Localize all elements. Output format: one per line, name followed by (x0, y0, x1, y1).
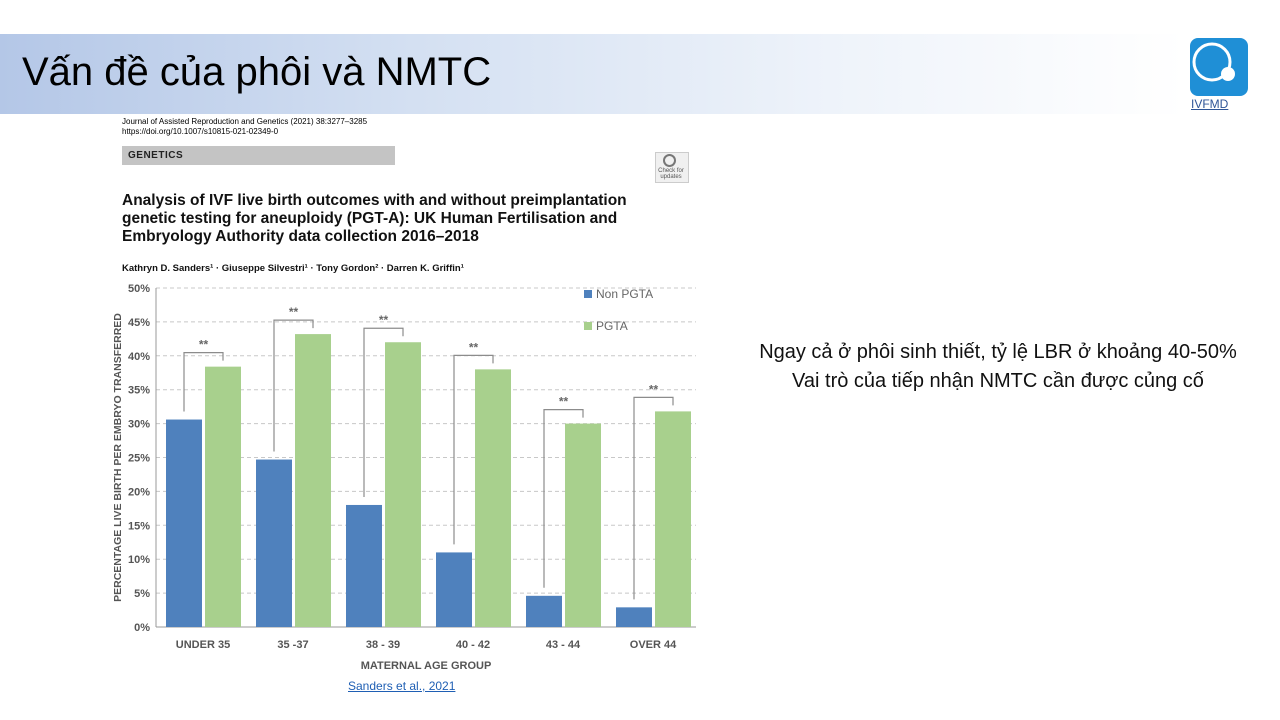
right-text-line-2: Vai trò của tiếp nhận NMTC cần được củng… (792, 370, 1204, 392)
bar-pgta (295, 334, 331, 627)
y-tick-label: 0% (134, 622, 150, 634)
ivfmd-logo (1190, 38, 1248, 96)
bar-pgta (385, 342, 421, 627)
section-label: GENETICS (128, 150, 184, 161)
right-text-line-1: Ngay cả ở phôi sinh thiết, tỷ lệ LBR ở k… (759, 341, 1237, 363)
y-axis-title: PERCENTAGE LIVE BIRTH PER EMBRYO TRANSFE… (112, 313, 124, 602)
bar-pgta (655, 411, 691, 627)
bar-pgta (565, 423, 601, 627)
bar-non-pgta (436, 552, 472, 627)
significance-bracket (543, 409, 584, 588)
bar-pgta (475, 369, 511, 627)
significance-label: ** (199, 338, 209, 352)
paper-authors: Kathryn D. Sanders¹ · Giuseppe Silvestri… (122, 263, 464, 274)
logo-text[interactable]: IVFMD (1191, 97, 1229, 111)
significance-bracket (453, 354, 494, 545)
x-axis-title: MATERNAL AGE GROUP (361, 660, 492, 672)
check-for-updates-label: Check for updates (658, 168, 684, 180)
right-text-block: Ngay cả ở phôi sinh thiết, tỷ lệ LBR ở k… (728, 338, 1268, 396)
title-bar (0, 34, 1185, 114)
legend-label: PGTA (596, 319, 628, 333)
check-for-updates-badge (655, 152, 689, 183)
x-tick-label: 43 - 44 (546, 639, 581, 651)
significance-bracket (273, 319, 314, 452)
x-tick-label: UNDER 35 (176, 639, 230, 651)
significance-bracket (633, 396, 674, 600)
y-tick-label: 30% (128, 419, 150, 431)
significance-label: ** (559, 395, 569, 409)
x-tick-label: 38 - 39 (366, 639, 400, 651)
paper-title: Analysis of IVF live birth outcomes with… (122, 192, 627, 245)
significance-label: ** (289, 305, 299, 319)
significance-label: ** (469, 340, 479, 354)
significance-label: ** (649, 382, 659, 396)
section-bar (122, 146, 395, 165)
legend-swatch (584, 290, 592, 298)
citation-link[interactable]: Sanders et al., 2021 (348, 679, 456, 693)
live-birth-bar-chart: 0% 5% 10% 15% 20% 25% 30% 35% 40% 45% 50% ** UNDER 3… (112, 283, 696, 672)
x-tick-label: OVER 44 (630, 639, 677, 651)
bar-pgta (205, 366, 241, 627)
slide-title: Vấn đề của phôi và NMTC (22, 50, 492, 94)
journal-line: Journal of Assisted Reproduction and Gen… (122, 117, 368, 126)
y-tick-label: 20% (128, 486, 150, 498)
y-tick-label: 50% (128, 283, 150, 295)
legend-label: Non PGTA (596, 287, 653, 301)
significance-bracket (363, 327, 404, 497)
y-tick-label: 25% (128, 453, 150, 465)
x-tick-label: 40 - 42 (456, 639, 490, 651)
check-for-updates-icon (663, 154, 676, 167)
bar-non-pgta (256, 459, 292, 627)
y-tick-label: 15% (128, 520, 150, 532)
legend-swatch (584, 322, 592, 330)
significance-label: ** (379, 313, 389, 327)
y-tick-label: 40% (128, 351, 150, 363)
doi-line: https://doi.org/10.1007/s10815-021-02349… (122, 127, 279, 136)
logo-mark-icon (1192, 42, 1235, 82)
y-tick-label: 5% (134, 588, 150, 600)
y-tick-label: 35% (128, 385, 150, 397)
y-tick-label: 10% (128, 554, 150, 566)
x-tick-label: 35 -37 (277, 639, 308, 651)
bar-non-pgta (526, 595, 562, 627)
bar-non-pgta (616, 607, 652, 627)
significance-bracket (183, 352, 224, 412)
y-tick-label: 45% (128, 317, 150, 329)
bar-non-pgta (166, 419, 202, 627)
bar-non-pgta (346, 504, 382, 627)
paper-header: Journal of Assisted Reproduction and Gen… (122, 117, 367, 137)
